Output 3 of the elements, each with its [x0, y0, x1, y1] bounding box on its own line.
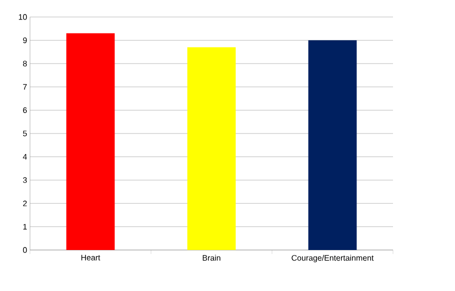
bar: [187, 47, 236, 250]
bar: [66, 33, 115, 250]
bar: [308, 40, 357, 250]
